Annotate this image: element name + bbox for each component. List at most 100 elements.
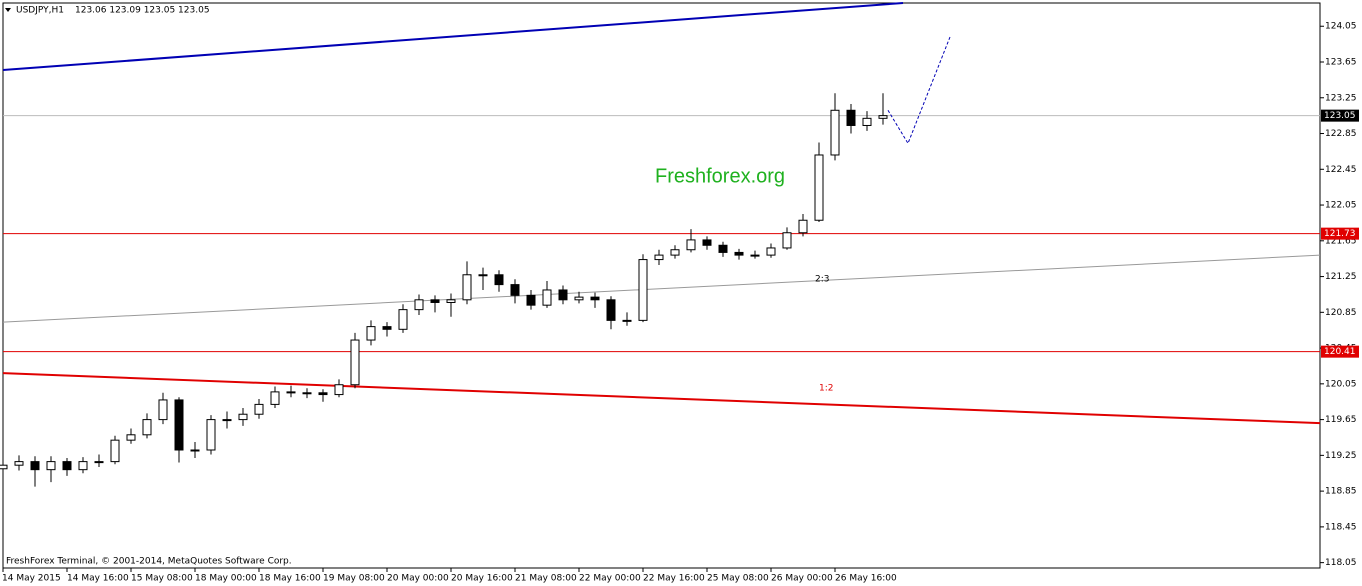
candle-body bbox=[414, 299, 424, 311]
candle bbox=[878, 93, 888, 125]
candle-body bbox=[174, 399, 184, 451]
candle-body bbox=[126, 434, 136, 441]
price-tag-label: 120.41 bbox=[1324, 347, 1356, 357]
candle-body bbox=[270, 391, 280, 405]
candle bbox=[366, 320, 376, 346]
price-tag bbox=[1321, 109, 1359, 122]
y-tick-label: 120.05 bbox=[1325, 379, 1357, 389]
candle bbox=[14, 455, 24, 471]
candle-body bbox=[350, 339, 360, 386]
candle-body bbox=[430, 299, 440, 303]
candle bbox=[750, 250, 760, 259]
candle bbox=[398, 304, 408, 333]
candle-body bbox=[734, 251, 744, 256]
trendline-label: 1:2 bbox=[819, 384, 833, 394]
candle bbox=[62, 458, 72, 476]
quote: 123.06 123.09 123.05 123.05 bbox=[75, 6, 210, 16]
candle-body bbox=[830, 109, 840, 156]
candle bbox=[318, 389, 328, 402]
candle-body bbox=[206, 419, 216, 451]
y-tick-label: 123.65 bbox=[1325, 58, 1357, 68]
candle bbox=[110, 435, 120, 465]
x-tick-label: 20 May 00:00 bbox=[387, 574, 449, 584]
candle-body bbox=[702, 239, 712, 246]
candle-body bbox=[382, 326, 392, 330]
candle bbox=[574, 291, 584, 304]
x-tick-label: 21 May 08:00 bbox=[515, 574, 577, 584]
y-tick-label: 120.85 bbox=[1325, 308, 1357, 318]
candle-body bbox=[670, 249, 680, 256]
candle bbox=[286, 385, 296, 398]
candle-body bbox=[878, 115, 888, 119]
candle-body bbox=[766, 247, 776, 256]
candle-body bbox=[814, 154, 824, 221]
candle-body bbox=[446, 299, 456, 303]
candle bbox=[446, 293, 456, 317]
candle bbox=[830, 93, 840, 161]
x-tick-label: 15 May 08:00 bbox=[131, 574, 193, 584]
x-tick-label: 25 May 08:00 bbox=[707, 574, 769, 584]
candle bbox=[142, 413, 152, 439]
y-tick-label: 121.25 bbox=[1325, 272, 1357, 282]
price-tag-label: 123.05 bbox=[1324, 111, 1356, 121]
candle bbox=[270, 386, 280, 408]
candle-body bbox=[254, 403, 264, 415]
candle bbox=[30, 456, 40, 487]
candle-body bbox=[462, 274, 472, 301]
x-tick-label: 18 May 16:00 bbox=[259, 574, 321, 584]
candle bbox=[0, 458, 8, 474]
candle-body bbox=[318, 392, 328, 396]
candle-body bbox=[158, 399, 168, 421]
candle bbox=[542, 281, 552, 308]
candle bbox=[670, 245, 680, 259]
candle-body bbox=[366, 326, 376, 341]
candle-body bbox=[302, 392, 312, 395]
candle bbox=[638, 254, 648, 323]
y-tick-label: 119.25 bbox=[1325, 451, 1357, 461]
y-tick-label: 123.25 bbox=[1325, 93, 1357, 103]
x-tick-label: 22 May 00:00 bbox=[579, 574, 641, 584]
candle bbox=[558, 285, 568, 305]
y-tick-label: 121.65 bbox=[1325, 236, 1357, 246]
candle-body bbox=[78, 461, 88, 471]
candle-body bbox=[238, 413, 248, 421]
y-tick-label: 118.45 bbox=[1325, 522, 1357, 532]
plot-frame bbox=[2, 2, 1321, 569]
candle-body bbox=[478, 274, 488, 277]
candle bbox=[206, 415, 216, 455]
x-tick-label: 22 May 16:00 bbox=[643, 574, 705, 584]
candle-body bbox=[862, 117, 872, 126]
candle-body bbox=[30, 461, 40, 471]
watermark: Freshforex.org bbox=[655, 165, 785, 187]
candle bbox=[846, 104, 856, 134]
candle bbox=[46, 456, 56, 483]
candle-body bbox=[110, 439, 120, 463]
candle bbox=[734, 248, 744, 260]
candle bbox=[382, 322, 392, 337]
x-tick-label: 26 May 00:00 bbox=[771, 574, 833, 584]
candle-body bbox=[846, 109, 856, 126]
candle bbox=[430, 295, 440, 313]
candle-body bbox=[62, 461, 72, 471]
candle-body bbox=[94, 461, 104, 464]
candle-body bbox=[142, 419, 152, 436]
forecast bbox=[887, 36, 951, 145]
candle bbox=[702, 236, 712, 250]
candle bbox=[174, 397, 184, 463]
candle-body bbox=[0, 464, 8, 470]
candle bbox=[590, 292, 600, 308]
x-tick-label: 19 May 08:00 bbox=[323, 574, 385, 584]
candle-body bbox=[606, 299, 616, 321]
candle bbox=[238, 407, 248, 426]
menu-arrow[interactable] bbox=[5, 8, 11, 12]
candle-body bbox=[14, 461, 24, 466]
candle-body bbox=[782, 232, 792, 249]
candle bbox=[686, 229, 696, 253]
candle-body bbox=[334, 384, 344, 396]
candle bbox=[622, 312, 632, 326]
candle bbox=[158, 392, 168, 425]
candle-body bbox=[494, 274, 504, 286]
y-tick-label: 124.05 bbox=[1325, 22, 1357, 32]
y-tick-label: 122.85 bbox=[1325, 129, 1357, 139]
